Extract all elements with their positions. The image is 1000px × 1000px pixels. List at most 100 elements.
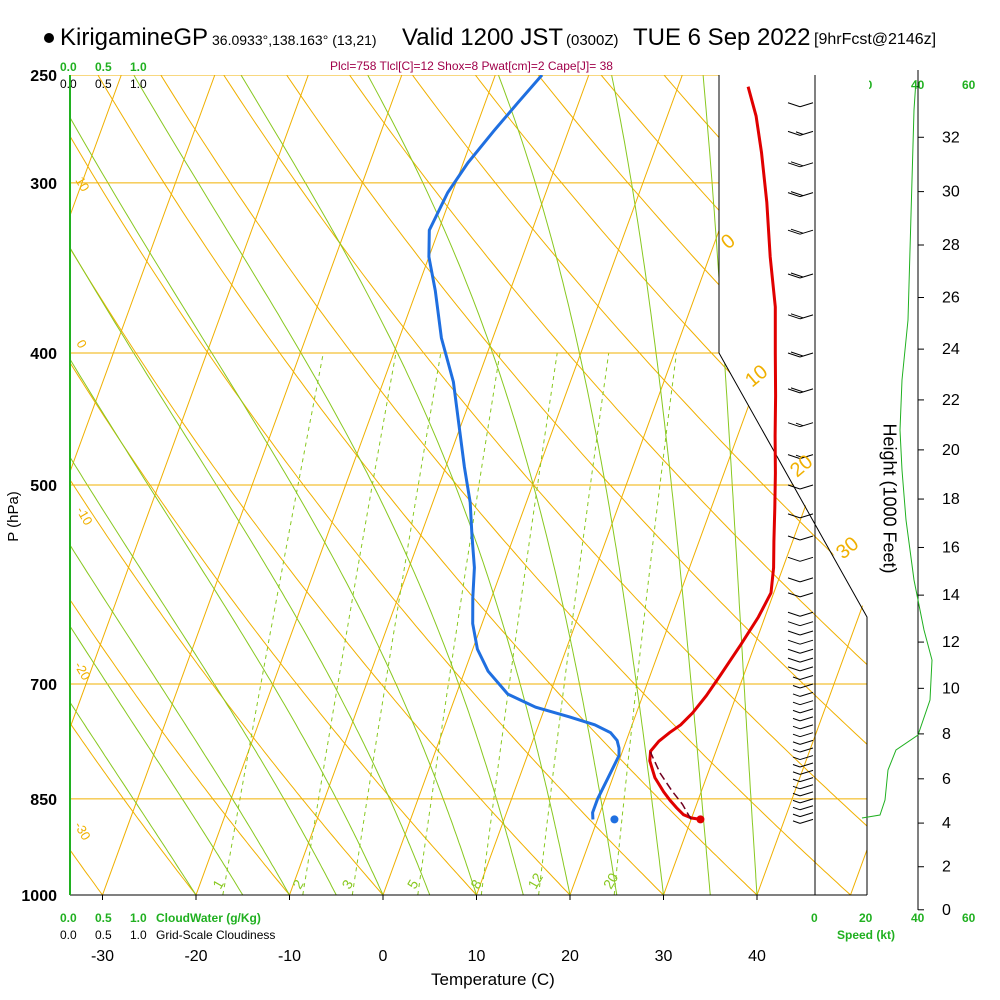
height-tick-label: 6	[942, 771, 951, 788]
cloud-bottom-green-1: 0.5	[95, 911, 112, 925]
wind-barb	[787, 313, 814, 320]
wind-barb-flag	[787, 577, 801, 583]
moist-adiabat-line	[70, 246, 431, 895]
wind-barb	[792, 805, 814, 811]
valid-date: TUE 6 Sep 2022	[633, 24, 811, 51]
valid-time: Valid 1200 JST	[402, 24, 563, 51]
dry-adiabat-label: 10	[72, 174, 92, 194]
x-tick-label: 0	[379, 948, 388, 965]
wind-barb	[792, 769, 814, 775]
wind-barb	[792, 818, 814, 824]
wind-barb-staff	[799, 675, 814, 680]
wind-barb	[792, 716, 814, 722]
forecast-info: [9hrFcst@2146z]	[814, 31, 937, 48]
height-tick-label: 22	[942, 392, 960, 409]
wind-barb	[787, 130, 814, 136]
speed-label: Speed (kt)	[837, 928, 896, 942]
dewpoint-trace	[427, 75, 621, 820]
dry-adiabat-label: -10	[73, 504, 95, 528]
mixing-ratio-line	[222, 352, 324, 895]
wind-barb-staff	[799, 639, 814, 645]
wind-barb-flag	[787, 229, 801, 235]
dry-adiabat-line	[223, 75, 867, 827]
height-tick-label: 18	[942, 491, 960, 508]
speed-bottom-20: 20	[859, 911, 873, 925]
wind-barb	[787, 621, 814, 627]
mixing-ratio-label: 1	[209, 877, 227, 892]
wind-barb-staff	[799, 611, 814, 617]
height-tick-label: 0	[942, 902, 951, 919]
dry-adiabat-line	[979, 75, 1000, 895]
wind-barb	[792, 798, 814, 804]
wind-barb-flag	[787, 273, 801, 279]
dry-adiabat-line	[70, 247, 571, 895]
height-tick-label: 12	[942, 634, 960, 651]
wind-barb-flag	[787, 314, 801, 320]
wind-barb-half	[792, 764, 801, 768]
cloud-top-green-0: 0.0	[60, 60, 77, 74]
dry-adiabat-line	[852, 75, 867, 91]
wind-barb-half	[792, 813, 801, 818]
wind-barb-staff	[799, 454, 814, 460]
wind-barb	[787, 228, 814, 235]
wind-barb	[792, 747, 814, 753]
station-name: KirigamineGP	[60, 24, 209, 51]
dry-adiabat-line	[70, 361, 477, 895]
wind-barb-staff	[799, 691, 814, 697]
pressure-tick-label: 500	[30, 478, 57, 495]
isotherm-line	[756, 592, 867, 895]
cloudwater-label: CloudWater (g/Kg)	[156, 911, 261, 925]
cloud-top-green-1: 0.5	[95, 60, 112, 74]
wind-barb	[787, 648, 814, 654]
wind-barb-half	[792, 709, 801, 714]
wind-barb-staff	[799, 352, 814, 358]
wind-barb-flag	[787, 657, 801, 663]
x-axis-title: Temperature (C)	[431, 970, 555, 989]
wind-barb-staff	[799, 577, 814, 583]
temperature-trace	[648, 86, 778, 821]
wind-barb	[792, 675, 814, 680]
wind-barb	[787, 639, 814, 645]
dry-adiabat-label: 0	[73, 337, 90, 351]
wind-barb-staff	[799, 755, 814, 761]
height-tick-label: 32	[942, 129, 960, 146]
wind-barb-flag	[787, 535, 801, 541]
wind-barb-staff	[799, 648, 814, 654]
wind-barb	[787, 191, 814, 198]
moist-adiabat-line	[70, 701, 197, 895]
isotherm-line	[0, 75, 28, 895]
wind-barb	[787, 535, 814, 541]
wind-barb	[787, 556, 814, 562]
wind-barb	[792, 724, 814, 730]
mixing-ratio-label: 5	[404, 877, 422, 892]
wind-barb-staff	[799, 630, 814, 636]
wind-barb	[792, 755, 814, 761]
wind-barb-half	[792, 733, 801, 738]
wind-barb	[787, 657, 814, 663]
valid-time-utc: (0300Z)	[566, 32, 619, 49]
wind-barb-flag	[787, 556, 801, 562]
wind-barb-flag	[787, 454, 801, 460]
wind-barb-staff	[799, 724, 814, 730]
moist-adiabat-line	[497, 75, 664, 895]
wind-barb-flag	[790, 228, 804, 234]
wind-barb-half	[792, 749, 801, 753]
moist-adiabat-line	[70, 625, 244, 895]
wind-speed-profile	[861, 79, 933, 819]
x-tick-label: -10	[278, 948, 301, 965]
wind-barb	[787, 422, 814, 428]
height-tick-label: 20	[942, 442, 960, 459]
wind-barb-staff	[799, 162, 814, 168]
wind-barb-flag	[787, 639, 801, 645]
wind-barb-half	[792, 685, 801, 689]
wind-barb-staff	[799, 666, 814, 672]
cloud-bottom-black-0: 0.0	[60, 928, 77, 942]
wind-barb	[792, 762, 814, 768]
wind-barb-staff	[799, 769, 814, 775]
wind-barb-staff	[799, 812, 814, 818]
wind-barb	[792, 683, 814, 689]
wind-barb	[787, 630, 814, 636]
sounding-frame-wall	[718, 75, 868, 895]
